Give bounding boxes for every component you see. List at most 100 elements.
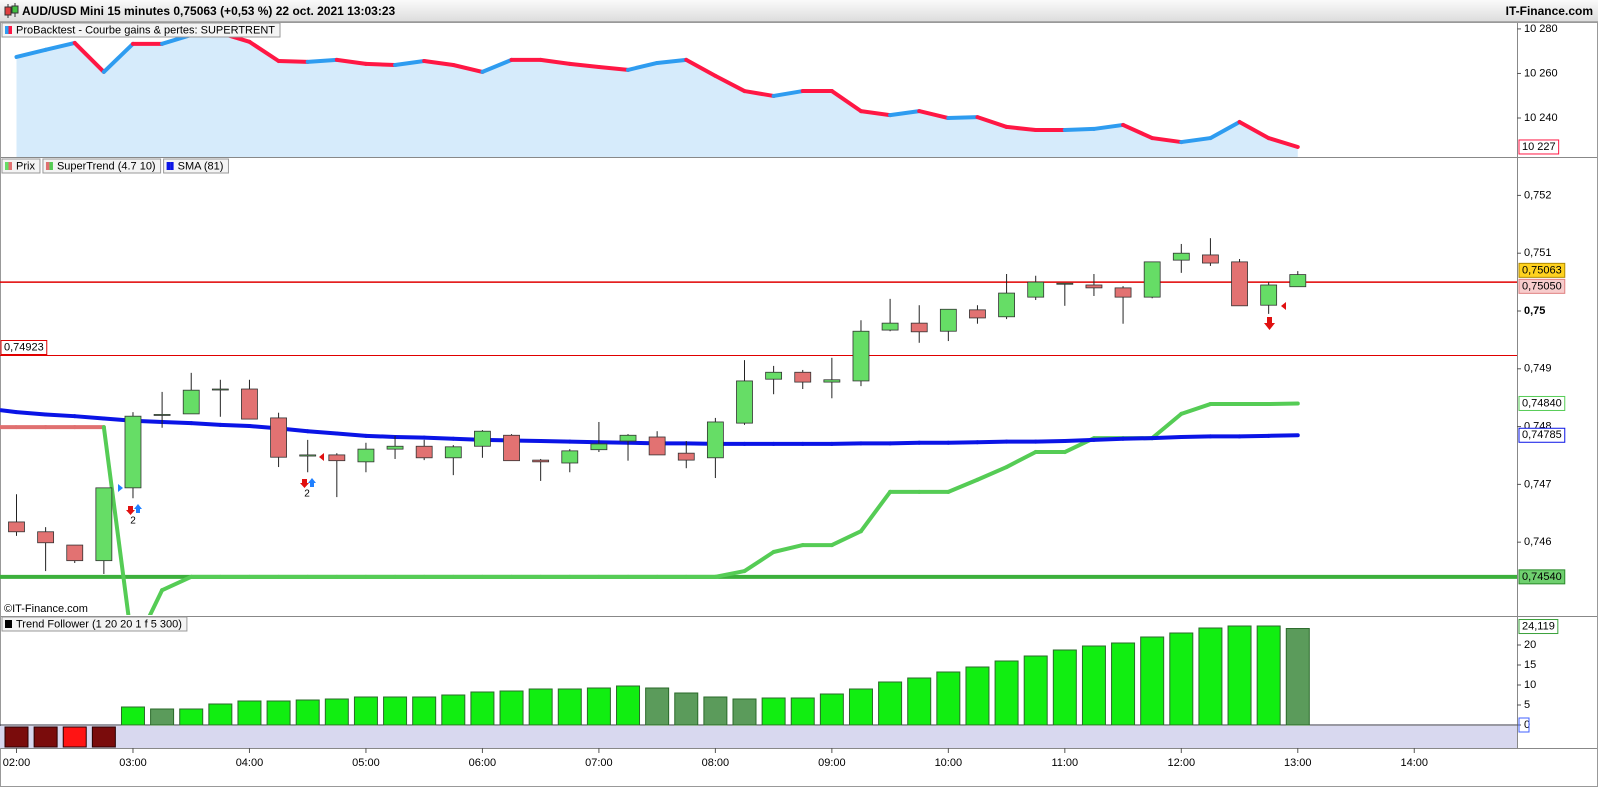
equity-segment	[276, 58, 310, 64]
candle-body	[1231, 261, 1248, 307]
candle-body	[270, 417, 287, 458]
candle-body	[1114, 287, 1132, 298]
header-bar	[0, 0, 1598, 22]
indicator-segment	[393, 434, 427, 440]
legend-swatch	[5, 620, 9, 628]
x-tick-label: 08:00	[702, 757, 730, 769]
y-tick-label: 10 240	[1524, 112, 1558, 124]
value-label-text: 0,74785	[1522, 429, 1562, 441]
x-tick-label: 03:00	[119, 757, 147, 769]
equity-segment	[14, 47, 48, 59]
equity-segment	[1266, 136, 1300, 149]
indicator-segment	[1091, 436, 1126, 442]
x-tick-label: 14:00	[1400, 757, 1428, 769]
candle-body	[590, 443, 608, 451]
indicator-segment	[160, 419, 194, 426]
trade-markers	[118, 302, 1286, 515]
candle-body	[415, 445, 433, 459]
bar	[907, 677, 932, 726]
x-tick-label: 05:00	[352, 757, 380, 769]
indicator-segment	[363, 433, 398, 439]
candle-body	[852, 330, 870, 382]
x-tick-label: 04:00	[236, 757, 264, 769]
value-label-text: 0,74840	[1522, 397, 1562, 409]
equity-segment	[567, 61, 601, 69]
indicator-segment	[14, 410, 48, 417]
equity-segment	[771, 89, 805, 98]
x-tick-label: 12:00	[1168, 757, 1196, 769]
bar	[1285, 628, 1310, 726]
x-tick-label: 06:00	[469, 757, 497, 769]
bar	[412, 696, 437, 726]
value-label: 10 227	[1518, 139, 1560, 155]
bar	[557, 688, 582, 726]
equity-segment	[334, 57, 368, 66]
bar	[1198, 627, 1223, 726]
candle-body	[503, 434, 520, 462]
legend-box	[1, 22, 281, 38]
legend-label: SMA (81)	[178, 160, 224, 172]
indicator-segment	[888, 440, 922, 446]
equity-segment	[684, 57, 718, 78]
trend-plot	[0, 625, 1517, 748]
equity-segment	[596, 65, 631, 72]
legend-swatch	[5, 162, 9, 170]
indicator-segment	[1150, 434, 1184, 441]
candle-body	[1202, 254, 1219, 264]
y-tick-label: 0,747	[1524, 478, 1552, 490]
bar	[1023, 655, 1048, 726]
candle-body	[794, 371, 812, 383]
value-label: 0,75063	[1518, 262, 1566, 278]
indicator-segment	[305, 429, 339, 436]
legend-label: Prix	[16, 160, 35, 172]
bar	[120, 706, 145, 726]
equity-segment	[626, 60, 660, 72]
value-label-box	[1518, 139, 1560, 155]
candle-body	[969, 309, 986, 319]
header-icon	[4, 3, 19, 18]
bar	[790, 697, 815, 726]
equity-segment	[1237, 120, 1271, 141]
equity-segment	[946, 115, 980, 121]
legend-label: SuperTrend (4.7 10)	[57, 160, 156, 172]
bar	[1081, 645, 1106, 726]
y-tick-label: 15	[1524, 659, 1536, 671]
equity-segment	[713, 73, 747, 94]
value-label-box	[1518, 262, 1566, 278]
order-label: 2	[130, 516, 136, 527]
value-label-text: 10 227	[1522, 141, 1556, 153]
legend-label: ProBacktest - Courbe gains & pertes: SUP…	[16, 24, 275, 36]
y-tick-label: 0,746	[1524, 536, 1552, 548]
equity-segment	[1121, 122, 1155, 141]
x-tick-label: 09:00	[818, 757, 846, 769]
x-tick-label: 10:00	[935, 757, 963, 769]
indicator-segment	[975, 439, 1009, 445]
equity-segment	[393, 58, 427, 67]
bar	[179, 708, 204, 726]
value-label-box	[1518, 427, 1566, 443]
bar	[528, 688, 553, 726]
candle-body	[66, 544, 84, 562]
bar	[586, 687, 611, 726]
indicator-segment	[160, 574, 194, 593]
value-label: 0,75050	[1518, 278, 1566, 294]
bar	[703, 696, 728, 726]
bar	[353, 696, 378, 726]
bar	[4, 726, 29, 748]
indicator-segment	[713, 569, 747, 579]
candle-body	[561, 450, 579, 464]
candle-body	[8, 521, 25, 533]
legend-item: SMA (81)	[163, 158, 229, 174]
indicator-segment	[1179, 402, 1213, 416]
candle-body	[211, 388, 229, 391]
bar	[674, 692, 699, 726]
value-label-text: 0,75063	[1522, 264, 1562, 276]
bar	[150, 708, 175, 726]
value-label-text: 0,75050	[1522, 280, 1562, 292]
bar	[266, 700, 291, 726]
indicator-segment	[1062, 437, 1096, 444]
legend-swatch	[45, 162, 50, 170]
value-label: 0,74923	[0, 340, 48, 356]
indicator-segment	[538, 439, 572, 444]
candle-body	[386, 445, 404, 450]
